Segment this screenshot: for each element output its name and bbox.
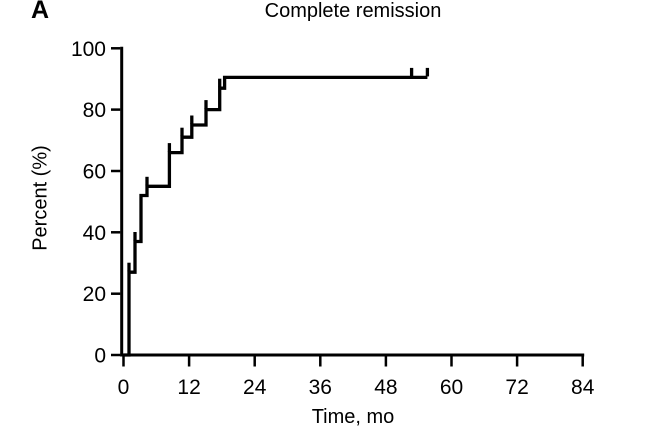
y-tick-label: 80 (83, 99, 106, 122)
chart-title: Complete remission (264, 0, 442, 22)
y-tick-label: 100 (71, 38, 106, 61)
x-tick-label: 12 (177, 376, 200, 399)
x-tick-label: 24 (243, 376, 267, 399)
x-tick-label: 48 (374, 376, 397, 399)
y-tick-label: 40 (83, 222, 106, 245)
x-tick-label: 84 (571, 376, 595, 399)
y-axis-title: Percent (%) (29, 145, 52, 251)
x-tick-label: 0 (118, 376, 130, 399)
x-axis-title: Time, mo (311, 406, 395, 428)
y-tick-label: 0 (94, 345, 106, 368)
y-tick-label: 20 (83, 283, 106, 306)
panel-label: A (31, 0, 50, 24)
x-tick-label: 72 (505, 376, 528, 399)
y-tick-label: 60 (83, 161, 106, 184)
x-tick-label: 36 (309, 376, 332, 399)
x-tick-label: 60 (440, 376, 463, 399)
km-curve (123, 75, 428, 357)
